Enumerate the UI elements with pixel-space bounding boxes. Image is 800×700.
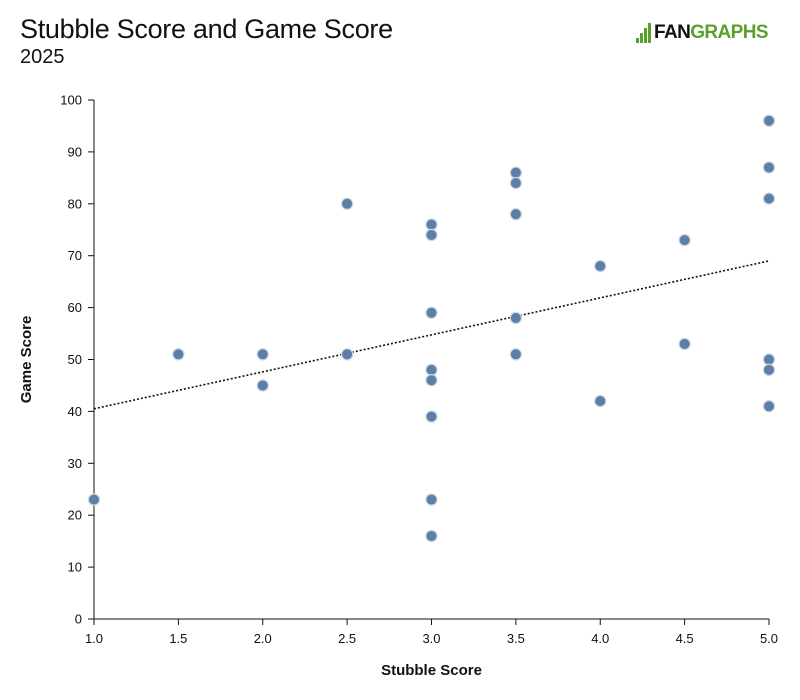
data-point: [762, 114, 776, 127]
data-point: [425, 363, 438, 377]
y-tick-label: 30: [68, 456, 82, 471]
trend-line-group: [93, 260, 770, 410]
x-tick-label: 4.0: [591, 631, 609, 646]
x-tick-label: 2.0: [254, 631, 272, 646]
y-axis-title: Game Score: [18, 316, 35, 404]
x-tick-label: 3.5: [507, 631, 525, 646]
y-tick-label: 40: [68, 404, 82, 419]
data-point: [762, 192, 776, 205]
data-point: [762, 363, 776, 377]
data-point: [594, 394, 607, 408]
data-point: [87, 493, 101, 506]
y-tick-label: 100: [60, 93, 82, 108]
data-point: [762, 161, 776, 174]
data-point: [425, 410, 438, 423]
data-point: [762, 353, 776, 366]
data-point: [340, 197, 354, 210]
x-tick-label: 1.5: [169, 631, 187, 646]
logo-text-fan: FAN: [654, 22, 691, 43]
y-tick-label: 90: [68, 144, 82, 159]
logo-bars-icon: [636, 23, 652, 43]
data-point: [425, 529, 438, 543]
data-point: [256, 379, 269, 392]
x-tick-label: 1.0: [85, 631, 103, 646]
data-point: [425, 493, 438, 506]
data-point: [678, 337, 691, 351]
data-point: [172, 348, 185, 361]
y-tick-label: 10: [68, 560, 82, 575]
y-tick-label: 70: [68, 248, 82, 263]
x-axis-title: Stubble Score: [381, 662, 482, 679]
data-point: [340, 348, 354, 361]
fangraphs-logo: FAN GRAPHS: [636, 21, 769, 45]
data-points: [87, 114, 776, 543]
data-point: [594, 259, 607, 273]
chart-title: Stubble Score and Game Score: [20, 14, 393, 44]
data-point: [425, 218, 438, 231]
x-tick-label: 2.5: [338, 631, 356, 646]
x-tick-label: 5.0: [760, 631, 778, 646]
data-point: [509, 207, 523, 221]
data-point: [678, 233, 691, 247]
data-point: [509, 311, 523, 325]
data-point: [762, 400, 776, 413]
data-point: [425, 306, 438, 319]
chart-subtitle: 2025: [20, 46, 65, 68]
y-tick-label: 0: [75, 612, 82, 627]
logo-text-graphs: GRAPHS: [690, 22, 768, 43]
data-point: [509, 166, 523, 179]
trend-line: [93, 260, 770, 410]
y-tick-label: 80: [68, 196, 82, 211]
axes: 0 10 20 30 40 50 60 70 80 90 100 1.0 1.5 2.0 2.5 3.0 3.5…: [18, 93, 778, 680]
y-tick-label: 20: [68, 508, 82, 523]
y-tick-label: 60: [68, 300, 82, 315]
x-tick-label: 4.5: [676, 631, 694, 646]
data-point: [425, 374, 438, 387]
x-tick-label: 3.0: [422, 631, 440, 646]
y-tick-label: 50: [68, 352, 82, 367]
data-point: [425, 228, 438, 242]
data-point: [509, 176, 523, 190]
data-point: [509, 348, 523, 361]
data-point: [256, 348, 269, 361]
